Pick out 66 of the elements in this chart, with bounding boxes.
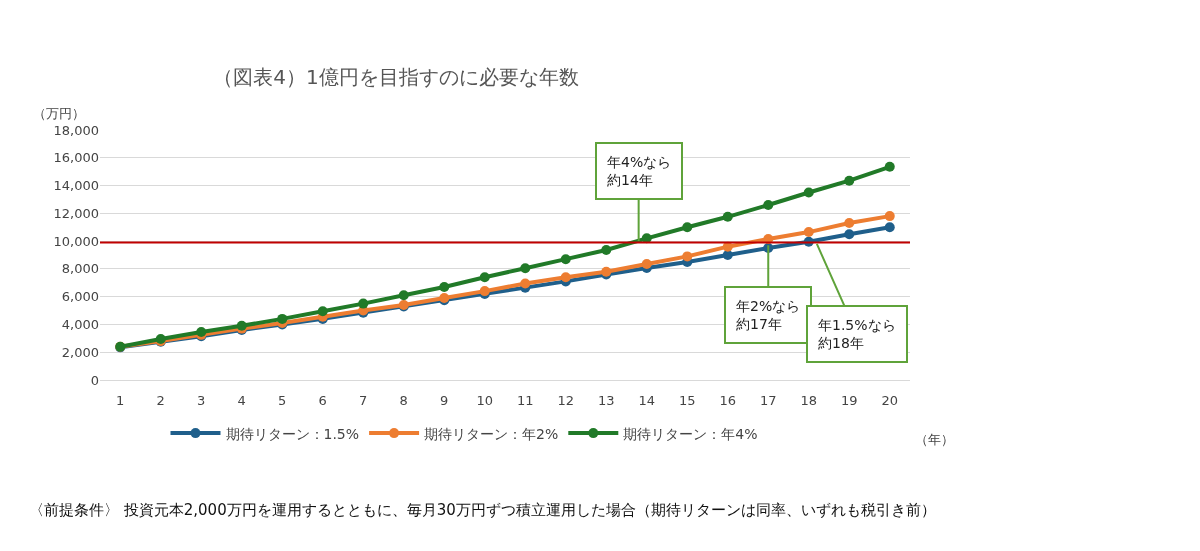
point (884, 211, 895, 222)
point (358, 298, 369, 309)
x-tick-label: 19 (840, 392, 858, 408)
point (722, 211, 733, 222)
point (803, 187, 814, 198)
x-tick-label: 5 (278, 392, 287, 408)
point (884, 161, 895, 172)
annotation: 年1.5%なら約18年 (818, 317, 896, 352)
x-axis-title: （年） (915, 432, 954, 447)
y-tick-label: 18,000 (53, 122, 99, 138)
point (560, 272, 571, 283)
x-tick-label: 14 (638, 392, 656, 408)
y-tick-label: 14,000 (53, 178, 99, 194)
y-tick-label: 6,000 (61, 289, 99, 305)
text: 〈前提条件〉 投資元本2,000万円を運用するとともに、毎月30万円ずつ積立運用した場合（期待リターンは同率、いずれも税引き前） (29, 501, 936, 519)
x-tick-label: 15 (678, 392, 696, 408)
point (479, 272, 490, 283)
x-tick-label: 10 (476, 392, 494, 408)
y-tick-label: 8,000 (61, 261, 99, 277)
x-tick-label: 6 (318, 392, 327, 408)
y-tick-label: 12,000 (53, 205, 99, 221)
x-tick-label: 12 (557, 392, 575, 408)
x-tick-label: 7 (359, 392, 368, 408)
point (803, 227, 814, 238)
x-tick-label: 16 (719, 392, 737, 408)
y-tick-label: 0 (90, 372, 99, 388)
point (844, 218, 855, 229)
legend-label: 期待リターン：年2% (424, 425, 559, 442)
y-tick-label: 10,000 (53, 233, 99, 249)
legend-label: 期待リターン：1.5% (225, 425, 360, 442)
point (560, 254, 571, 265)
x-tick-label: 20 (881, 392, 899, 408)
x-tick-label: 11 (516, 392, 534, 408)
point (520, 278, 531, 289)
chart-title: （図表4）1億円を目指すのに必要な年数 (213, 65, 579, 90)
x-tick-label: 2 (156, 392, 165, 408)
x-tick-label: 1 (116, 392, 125, 408)
point (641, 259, 652, 270)
x-tick-label: 8 (399, 392, 408, 408)
x-tick-label: 17 (759, 392, 777, 408)
point (722, 250, 733, 260)
y-tick-label: 4,000 (61, 316, 99, 332)
point (317, 306, 328, 317)
x-tick-label: 13 (597, 392, 615, 408)
annotation: 年4%なら約14年 (607, 154, 672, 189)
point (844, 229, 855, 240)
point (398, 290, 409, 301)
legend-label: 期待リターン：年4% (623, 425, 758, 442)
x-tick-label: 18 (800, 392, 818, 408)
point (682, 222, 693, 233)
point (277, 313, 288, 324)
point (682, 251, 693, 262)
point (763, 200, 774, 210)
x-tick-label: 4 (237, 392, 246, 408)
x-tick-label: 9 (440, 392, 449, 408)
point (884, 222, 895, 233)
x-tick-label: 3 (197, 392, 206, 408)
point (439, 281, 450, 292)
y-tick-label: 16,000 (53, 150, 99, 166)
point (601, 245, 612, 255)
point (844, 175, 855, 186)
y-axis-title: （万円） (33, 106, 85, 121)
annotation: 年2%なら約17年 (736, 298, 801, 333)
point (641, 233, 652, 244)
y-tick-label: 2,000 (61, 344, 99, 360)
point (520, 263, 531, 274)
